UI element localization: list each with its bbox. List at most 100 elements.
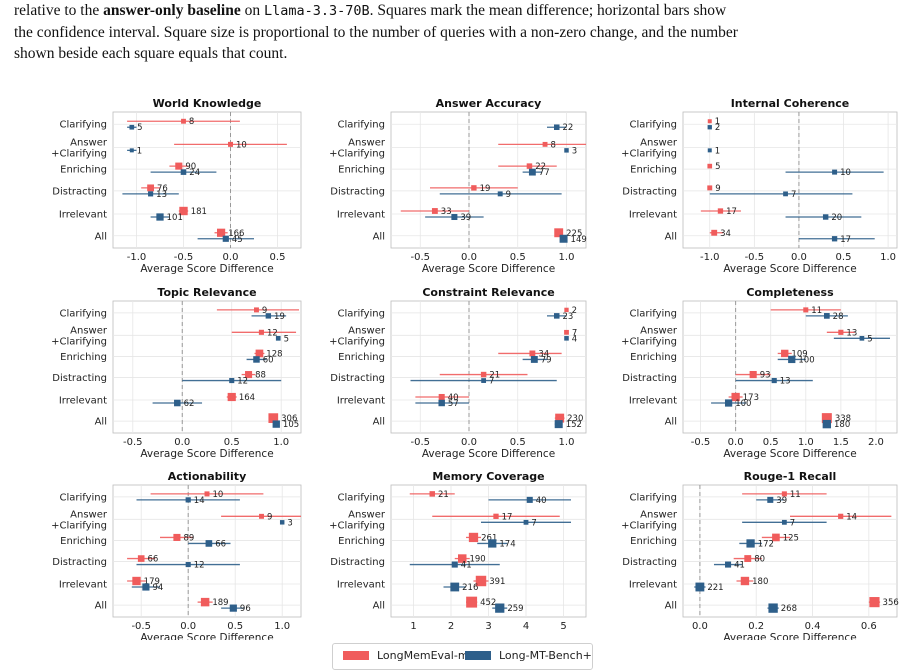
mean-marker — [255, 349, 264, 358]
x-tick-label: -0.5 — [745, 252, 765, 263]
category-label-line: Clarifying — [337, 492, 385, 503]
plot-frame — [112, 300, 302, 434]
panel-topic-relevance: -0.5 0.0 0.5 1.0 Topic Relevance Average Scor… — [51, 286, 302, 460]
mean-marker — [822, 419, 832, 429]
count-label: 356 — [883, 598, 899, 608]
category-label: Clarifying — [59, 308, 107, 319]
count-label: 1 — [137, 146, 142, 156]
count-label: 40 — [536, 496, 547, 506]
mean-marker — [767, 496, 774, 503]
count-label: 152 — [566, 420, 582, 430]
category-label-line: Clarifying — [629, 308, 677, 319]
mean-marker — [707, 125, 712, 130]
count-label: 9 — [506, 190, 511, 200]
count-label: 57 — [448, 399, 459, 409]
mean-marker — [468, 532, 479, 543]
count-label: 4 — [572, 334, 577, 344]
mean-marker — [553, 313, 560, 319]
x-axis-label: Average Score Difference — [723, 632, 856, 640]
count-label: 13 — [156, 190, 167, 200]
count-label: 39 — [460, 213, 471, 223]
mean-marker — [869, 597, 880, 608]
category-label: All — [665, 417, 677, 428]
category-label: Answer +Clarifying — [329, 509, 386, 531]
count-label: 391 — [489, 577, 505, 587]
mean-marker — [523, 519, 529, 525]
category-label-line: Enriching — [630, 165, 677, 176]
legend-swatch-longmt — [465, 651, 491, 660]
count-label: 105 — [283, 420, 299, 430]
count-label: 259 — [507, 604, 523, 614]
count-label: 28 — [833, 312, 844, 322]
mean-marker — [529, 350, 536, 357]
category-label-line: Distracting — [330, 557, 385, 568]
category-label-line: All — [373, 417, 385, 428]
category-label-line: All — [665, 417, 677, 428]
category-label: Irrelevant — [59, 396, 107, 407]
count-label: 19 — [274, 312, 285, 322]
x-tick-label: 1.0 — [273, 437, 289, 448]
category-label: All — [373, 601, 385, 612]
plot-frame — [682, 484, 898, 618]
category-label: Clarifying — [59, 492, 107, 503]
legend-item-longmt: Long-MT-Bench+ — [465, 649, 592, 662]
x-tick-label: 1.0 — [798, 437, 814, 448]
count-label: 452 — [480, 598, 496, 608]
category-label-line: Answer — [640, 325, 678, 336]
category-label-line: +Clarifying — [621, 520, 677, 531]
x-tick-label: 4 — [523, 621, 529, 632]
x-tick-label: -1.0 — [127, 252, 147, 263]
category-label-line: Answer — [70, 137, 108, 148]
mean-marker — [451, 213, 458, 221]
category-label-line: Answer — [348, 137, 386, 148]
count-label: 101 — [167, 213, 183, 223]
mean-marker — [838, 329, 844, 335]
count-label: 268 — [781, 604, 797, 614]
x-axis-label: Average Score Difference — [140, 448, 273, 460]
mean-marker — [823, 313, 830, 319]
category-label: Clarifying — [337, 120, 385, 131]
count-label: 100 — [735, 399, 751, 409]
mean-marker — [173, 533, 181, 541]
mean-marker — [229, 378, 235, 384]
mean-marker — [205, 540, 213, 547]
category-label: Distracting — [330, 186, 385, 197]
count-label: 62 — [184, 399, 195, 409]
count-label: 225 — [566, 229, 582, 239]
mean-marker — [180, 169, 187, 175]
mean-marker — [227, 392, 236, 402]
x-tick-label: 0.0 — [461, 252, 477, 263]
x-tick-label: 0.0 — [728, 437, 744, 448]
mean-marker — [554, 228, 564, 238]
count-label: 2 — [715, 123, 720, 133]
count-label: 166 — [228, 229, 244, 239]
category-label: Enriching — [630, 165, 677, 176]
legend-label-longmemeval: LongMemEval-m — [377, 649, 469, 662]
count-label: 77 — [539, 168, 550, 178]
mean-marker — [480, 371, 487, 378]
figure-caption: relative to the answer-only baseline on … — [14, 0, 914, 64]
category-label: Answer +Clarifying — [329, 325, 386, 347]
count-label: 261 — [481, 533, 497, 543]
mean-marker — [554, 124, 560, 130]
caption-line-1: relative to the answer-only baseline on … — [14, 0, 914, 22]
x-axis-label: Average Score Difference — [723, 448, 856, 460]
category-label: All — [373, 417, 385, 428]
count-label: 34 — [720, 229, 731, 239]
category-label-line: Irrelevant — [629, 580, 677, 591]
count-label: 11 — [790, 490, 801, 500]
count-label: 179 — [144, 577, 160, 587]
count-label: 8 — [189, 117, 194, 127]
x-tick-label: 0.5 — [763, 437, 779, 448]
x-tick-label: 0.5 — [836, 252, 852, 263]
x-tick-label: 5 — [560, 621, 566, 632]
count-label: 9 — [715, 184, 720, 194]
mean-marker — [258, 329, 264, 335]
x-tick-label: 0.0 — [174, 437, 190, 448]
count-label: 180 — [752, 577, 768, 587]
category-label: Distracting — [330, 557, 385, 568]
mean-marker — [788, 355, 796, 364]
category-label: Irrelevant — [59, 210, 107, 221]
mean-marker — [254, 307, 259, 313]
category-label-line: Distracting — [52, 186, 107, 197]
